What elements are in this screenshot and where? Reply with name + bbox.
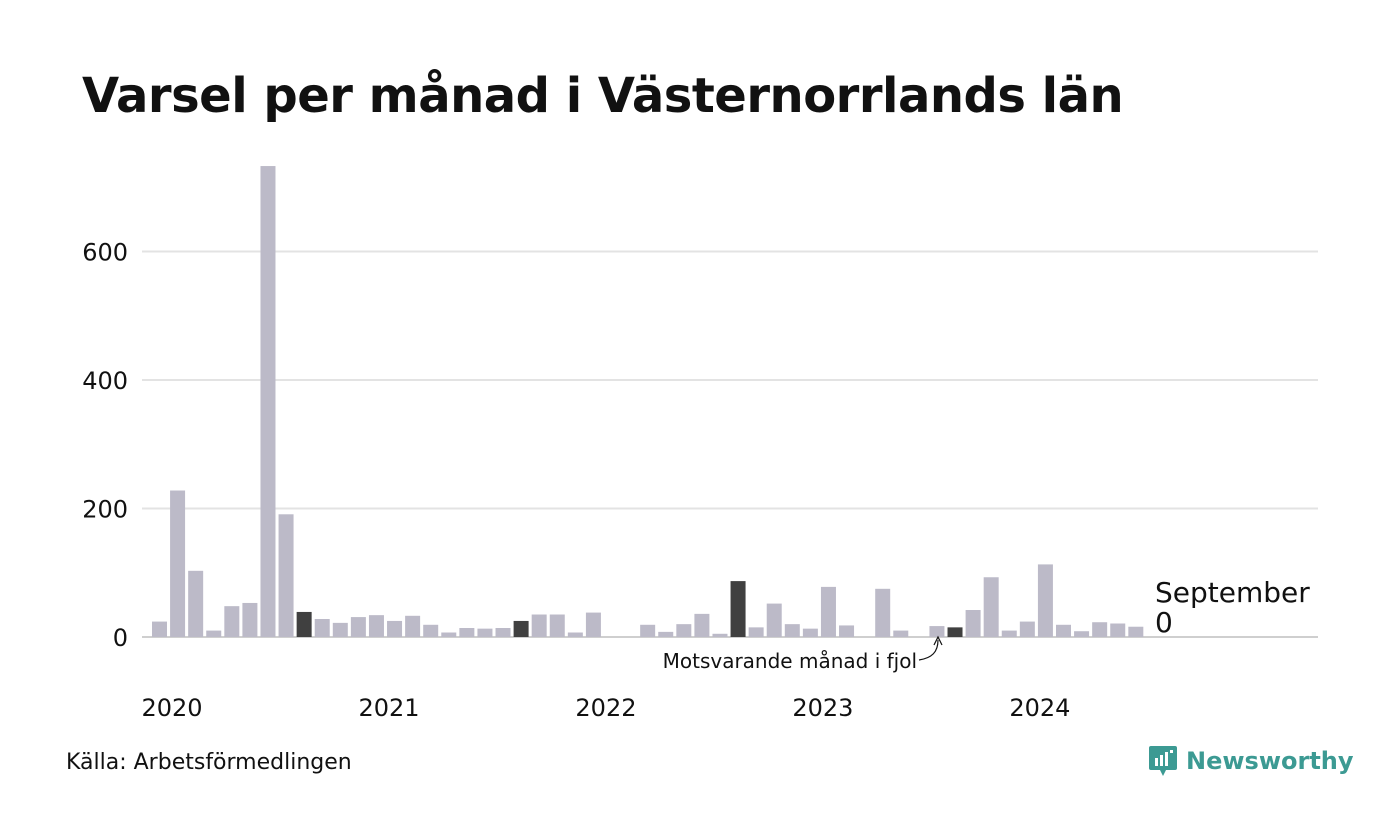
bar (387, 620, 403, 637)
bar (206, 630, 222, 637)
bar (820, 586, 836, 637)
bar (929, 626, 945, 637)
bar (658, 631, 674, 637)
bar-highlighted (513, 620, 529, 637)
bar (1128, 626, 1144, 637)
previous-year-callout: Motsvarande månad i fjol (663, 635, 943, 673)
bar-highlighted (730, 581, 746, 637)
bar (477, 628, 493, 637)
x-tick-label: 2024 (1009, 694, 1070, 722)
bar-highlighted (947, 627, 963, 637)
bar (188, 570, 204, 637)
bar (531, 614, 547, 637)
x-tick-label: 2022 (575, 694, 636, 722)
bar (1001, 630, 1017, 637)
bar (405, 615, 421, 637)
y-axis-ticks: 0 200 400 600 (82, 239, 128, 653)
brand-name: Newsworthy (1186, 747, 1354, 775)
bar (332, 622, 348, 637)
bar (152, 621, 167, 637)
bar (1074, 631, 1090, 637)
bar (459, 628, 475, 637)
bar (549, 614, 565, 637)
x-tick-label: 2023 (792, 694, 853, 722)
previous-year-label: Motsvarande månad i fjol (663, 649, 917, 673)
bar (1019, 621, 1035, 637)
bar (567, 632, 583, 637)
bar (314, 619, 330, 637)
newsworthy-logo-icon (1149, 746, 1177, 776)
bar (441, 632, 457, 637)
bar (676, 624, 692, 637)
bar (260, 166, 276, 638)
bar (965, 610, 981, 637)
bar (278, 514, 294, 637)
brand-logo[interactable]: Newsworthy (1148, 744, 1354, 778)
callout-arrow (918, 639, 939, 661)
bar (170, 490, 186, 637)
current-month-label: September (1155, 576, 1310, 609)
bar (350, 617, 366, 637)
bar (1092, 622, 1108, 637)
bar (423, 624, 439, 637)
x-tick-label: 2021 (358, 694, 419, 722)
y-tick-label: 0 (113, 624, 128, 652)
bar (983, 577, 999, 637)
x-tick-label: 2020 (142, 694, 203, 722)
bars (152, 166, 1144, 638)
callout-arrowhead (933, 635, 943, 646)
bar (748, 627, 764, 637)
annotations: September 0 Motsvarande månad i fjol (663, 576, 1311, 673)
source-note: Källa: Arbetsförmedlingen (66, 750, 352, 775)
bar-highlighted (296, 611, 312, 637)
bar (893, 630, 909, 637)
chart-title: Varsel per månad i Västernorrlands län (82, 68, 1124, 124)
y-tick-label: 600 (82, 239, 128, 267)
bar (242, 602, 258, 637)
bar (585, 612, 601, 637)
bar (495, 628, 511, 637)
bar (875, 588, 891, 637)
x-axis-ticks: 2020 2021 2022 2023 2024 (142, 694, 1071, 722)
bar (712, 633, 728, 637)
bar (839, 625, 855, 637)
bar (784, 624, 800, 637)
bar (1056, 624, 1071, 637)
y-tick-label: 200 (82, 496, 128, 524)
current-value-label: 0 (1155, 606, 1173, 639)
bar (694, 613, 710, 637)
grid-lines (142, 250, 1318, 638)
bar (640, 624, 656, 637)
bar (1110, 623, 1126, 637)
y-tick-label: 400 (82, 367, 128, 395)
bar (766, 603, 782, 637)
bar (1037, 564, 1053, 637)
bar (368, 615, 384, 637)
bar (802, 628, 818, 637)
bar (224, 606, 240, 637)
